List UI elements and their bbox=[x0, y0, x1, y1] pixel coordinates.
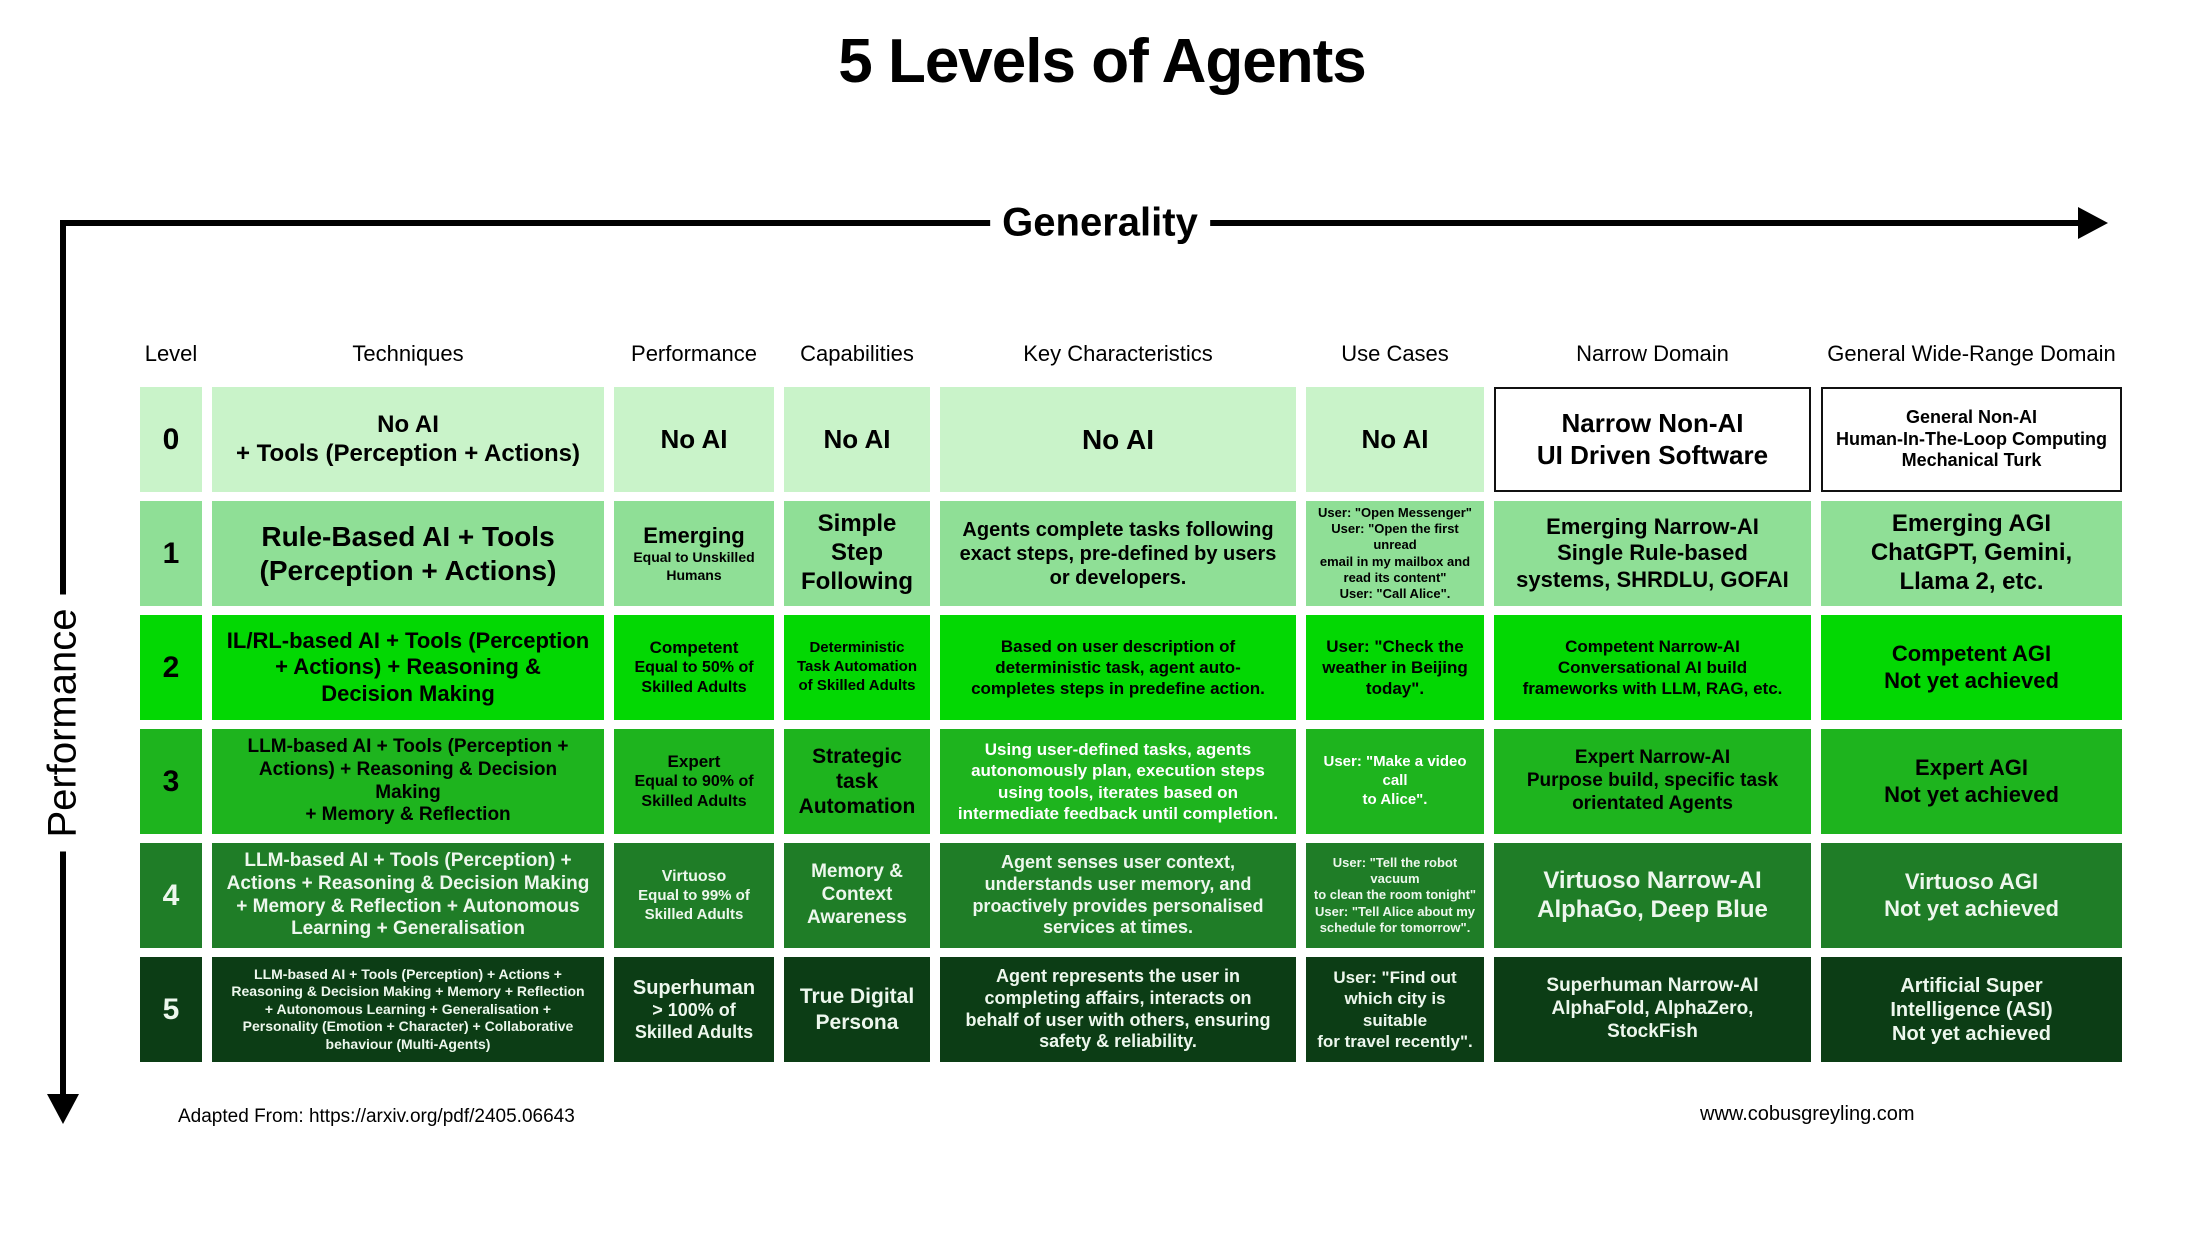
row-0-narrow-domain-cell: Narrow Non-AI UI Driven Software bbox=[1494, 387, 1811, 492]
row-1-performance-cell: Emerging Equal to Unskilled Humans bbox=[614, 501, 774, 606]
row-5-performance-sub: > 100% of Skilled Adults bbox=[634, 999, 754, 1042]
row-1-level-cell: 1 bbox=[140, 501, 202, 606]
row-1-performance-sub: Equal to Unskilled Humans bbox=[633, 549, 755, 583]
row-2-performance-sub: Equal to 50% of Skilled Adults bbox=[634, 659, 754, 697]
row-3-use-cases-cell: User: "Make a video call to Alice". bbox=[1306, 729, 1484, 834]
row-1-key-characteristics-cell: Agents complete tasks following exact st… bbox=[940, 501, 1296, 606]
website-credit: www.cobusgreyling.com bbox=[1700, 1103, 1915, 1125]
header-techniques: Techniques bbox=[352, 341, 464, 366]
row-4-techniques-cell: LLM-based AI + Tools (Perception) + Acti… bbox=[212, 843, 604, 948]
row-1-performance-main: Emerging bbox=[643, 522, 745, 548]
row-2-performance-cell: Competent Equal to 50% of Skilled Adults bbox=[614, 615, 774, 720]
row-0-key-characteristics-cell: No AI bbox=[940, 387, 1296, 492]
row-3-level-cell: 3 bbox=[140, 729, 202, 834]
row-2-techniques-cell: IL/RL-based AI + Tools (Perception + Act… bbox=[212, 615, 604, 720]
row-3-performance-main: Expert bbox=[667, 751, 721, 771]
row-3-narrow-domain-cell: Expert Narrow-AI Purpose build, specific… bbox=[1494, 729, 1811, 834]
generality-axis-label: Generality bbox=[990, 200, 1210, 246]
row-1-techniques-cell: Rule-Based AI + Tools (Perception + Acti… bbox=[212, 501, 604, 606]
row-4-narrow-domain-cell: Virtuoso Narrow-AI AlphaGo, Deep Blue bbox=[1494, 843, 1811, 948]
row-4-performance-main: Virtuoso bbox=[661, 867, 727, 885]
row-5-use-cases-cell: User: "Find out which city is suitable f… bbox=[1306, 957, 1484, 1062]
row-1-use-cases-cell: User: "Open Messenger" User: "Open the f… bbox=[1306, 501, 1484, 606]
row-0-techniques-cell: No AI + Tools (Perception + Actions) bbox=[212, 387, 604, 492]
header-use-cases: Use Cases bbox=[1341, 341, 1449, 366]
row-4-performance-sub: Equal to 99% of Skilled Adults bbox=[638, 886, 750, 923]
row-2-level-cell: 2 bbox=[140, 615, 202, 720]
row-5-capabilities-cell: True Digital Persona bbox=[784, 957, 930, 1062]
row-2-key-characteristics-cell: Based on user description of determinist… bbox=[940, 615, 1296, 720]
row-3-key-characteristics-cell: Using user-defined tasks, agents autonom… bbox=[940, 729, 1296, 834]
header-level: Level bbox=[144, 341, 198, 366]
row-5-performance-cell: Superhuman > 100% of Skilled Adults bbox=[614, 957, 774, 1062]
performance-axis-label: Performance bbox=[40, 594, 86, 852]
performance-arrowhead-icon bbox=[47, 1094, 79, 1124]
row-3-general-domain-cell: Expert AGI Not yet achieved bbox=[1821, 729, 2122, 834]
row-5-performance-main: Superhuman bbox=[632, 976, 756, 999]
row-0-use-cases-cell: No AI bbox=[1306, 387, 1484, 492]
row-5-level-cell: 5 bbox=[140, 957, 202, 1062]
row-2-performance-main: Competent bbox=[649, 637, 739, 657]
header-performance: Performance bbox=[631, 341, 757, 366]
row-2-capabilities-cell: Deterministic Task Automation of Skilled… bbox=[784, 615, 930, 720]
row-0-general-domain-cell: General Non-AI Human-In-The-Loop Computi… bbox=[1821, 387, 2122, 492]
levels-table: Level Techniques Performance Capabilitie… bbox=[140, 330, 2122, 1062]
row-0-level-cell: 0 bbox=[140, 387, 202, 492]
header-narrow-domain: Narrow Domain bbox=[1576, 341, 1729, 366]
row-3-performance-cell: Expert Equal to 90% of Skilled Adults bbox=[614, 729, 774, 834]
row-1-narrow-domain-cell: Emerging Narrow-AI Single Rule-based sys… bbox=[1494, 501, 1811, 606]
row-4-capabilities-cell: Memory & Context Awareness bbox=[784, 843, 930, 948]
header-capabilities: Capabilities bbox=[800, 341, 914, 366]
row-4-performance-cell: Virtuoso Equal to 99% of Skilled Adults bbox=[614, 843, 774, 948]
source-attribution: Adapted From: https://arxiv.org/pdf/2405… bbox=[178, 1106, 575, 1127]
row-4-general-domain-cell: Virtuoso AGI Not yet achieved bbox=[1821, 843, 2122, 948]
row-3-capabilities-cell: Strategic task Automation bbox=[784, 729, 930, 834]
row-0-performance-cell: No AI bbox=[614, 387, 774, 492]
page-title: 5 Levels of Agents bbox=[838, 27, 1367, 96]
header-general-domain: General Wide-Range Domain bbox=[1827, 341, 2116, 366]
header-key-characteristics: Key Characteristics bbox=[1023, 341, 1213, 366]
row-5-general-domain-cell: Artificial Super Intelligence (ASI) Not … bbox=[1821, 957, 2122, 1062]
generality-arrowhead-icon bbox=[2078, 207, 2108, 239]
row-4-use-cases-cell: User: "Tell the robot vacuum to clean th… bbox=[1306, 843, 1484, 948]
row-2-narrow-domain-cell: Competent Narrow-AI Conversational AI bu… bbox=[1494, 615, 1811, 720]
row-5-narrow-domain-cell: Superhuman Narrow-AI AlphaFold, AlphaZer… bbox=[1494, 957, 1811, 1062]
row-1-capabilities-cell: Simple Step Following bbox=[784, 501, 930, 606]
row-5-key-characteristics-cell: Agent represents the user in completing … bbox=[940, 957, 1296, 1062]
row-5-techniques-cell: LLM-based AI + Tools (Perception) + Acti… bbox=[212, 957, 604, 1062]
row-3-performance-sub: Equal to 90% of Skilled Adults bbox=[634, 773, 754, 811]
row-2-general-domain-cell: Competent AGI Not yet achieved bbox=[1821, 615, 2122, 720]
row-4-key-characteristics-cell: Agent senses user context, understands u… bbox=[940, 843, 1296, 948]
row-0-capabilities-cell: No AI bbox=[784, 387, 930, 492]
row-3-techniques-cell: LLM-based AI + Tools (Perception + Actio… bbox=[212, 729, 604, 834]
row-1-general-domain-cell: Emerging AGI ChatGPT, Gemini, Llama 2, e… bbox=[1821, 501, 2122, 606]
row-4-level-cell: 4 bbox=[140, 843, 202, 948]
row-2-use-cases-cell: User: "Check the weather in Beijing toda… bbox=[1306, 615, 1484, 720]
